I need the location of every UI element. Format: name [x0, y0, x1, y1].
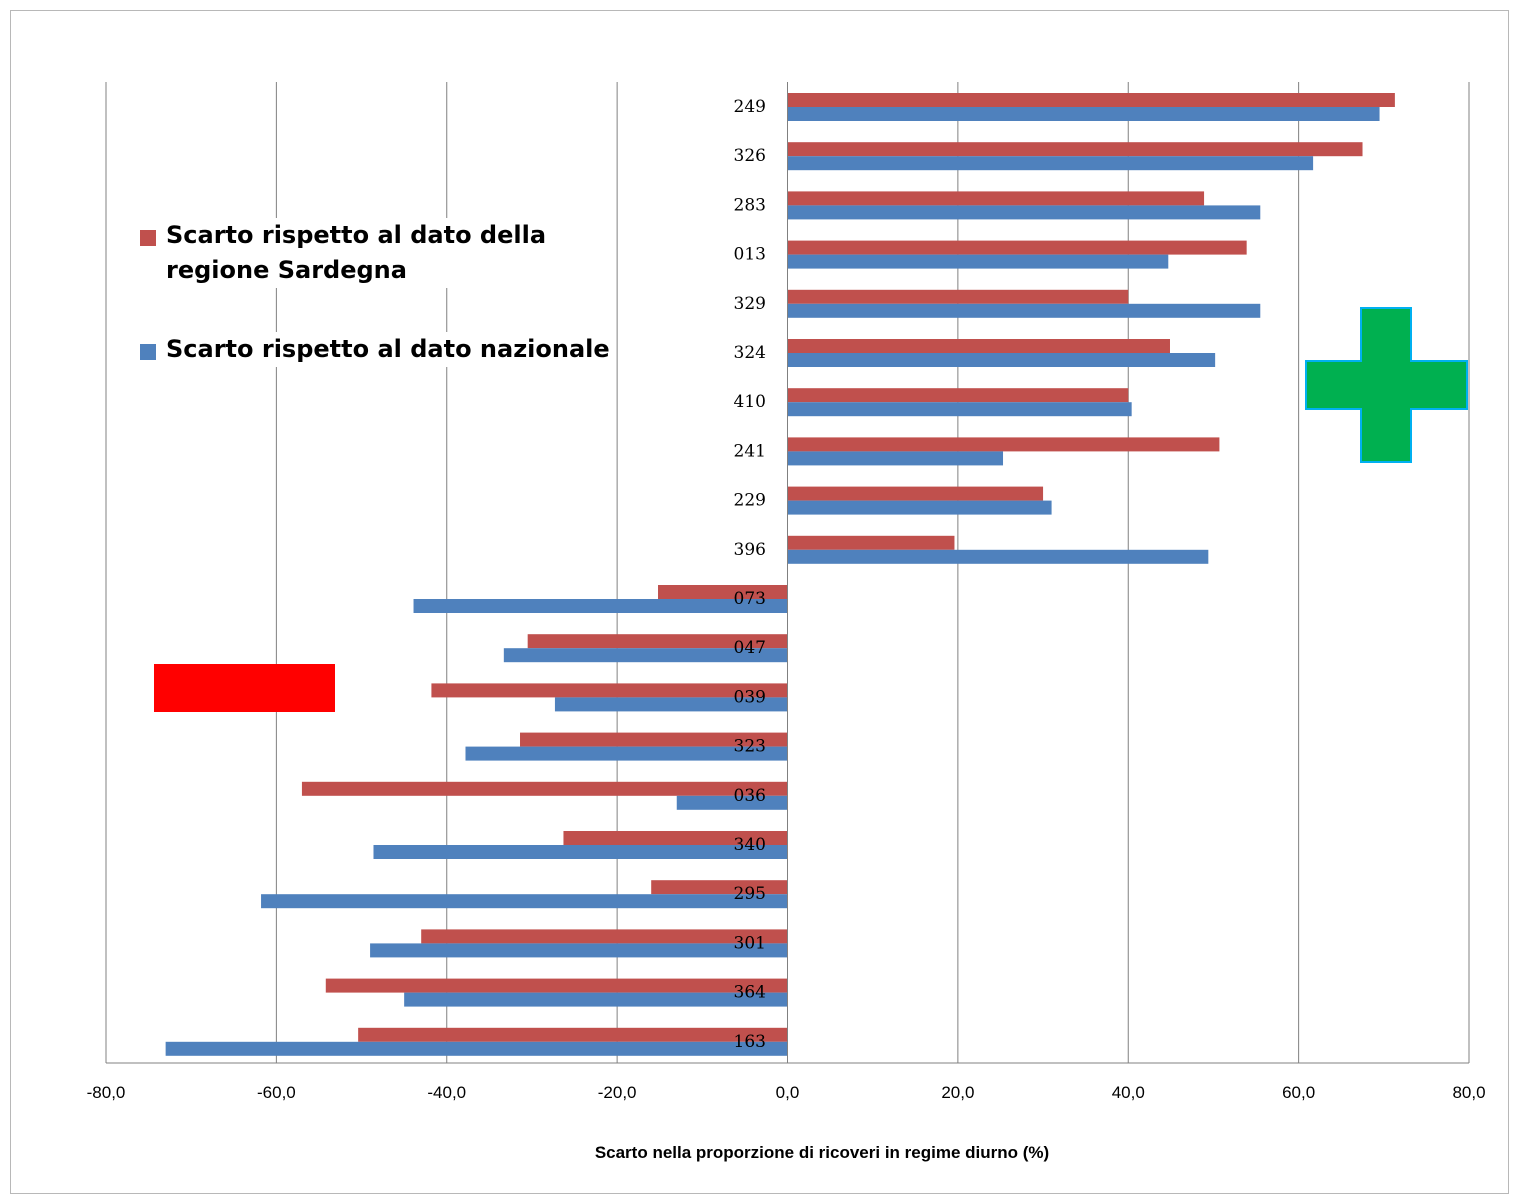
category-label: 323: [734, 737, 766, 757]
bar-regional-229: [787, 486, 1044, 501]
category-label: 229: [734, 491, 766, 511]
bar-regional-241: [787, 437, 1220, 452]
bar-national-323: [465, 746, 788, 761]
bar-regional-295: [651, 880, 788, 895]
category-label: 249: [734, 97, 766, 117]
legend-label-national: Scarto rispetto al dato nazionale: [166, 335, 610, 363]
tick-label: -80,0: [87, 1083, 126, 1102]
bar-national-241: [787, 451, 1004, 466]
bar-national-229: [787, 500, 1052, 515]
tick-label: 20,0: [941, 1083, 974, 1102]
bar-regional-326: [787, 142, 1363, 157]
bar-regional-163: [358, 1027, 788, 1042]
bar-regional-047: [527, 634, 788, 649]
legend-swatch-regional: [140, 230, 156, 246]
category-label: 073: [734, 589, 766, 609]
bar-regional-283: [787, 191, 1205, 206]
bar-national-396: [787, 549, 1209, 564]
category-label: 301: [734, 933, 766, 953]
minus-shape: [154, 664, 335, 712]
category-label: 241: [734, 441, 766, 461]
bar-regional-301: [421, 929, 788, 944]
legend: Scarto rispetto al dato della regione Sa…: [140, 218, 610, 411]
bar-regional-013: [787, 240, 1247, 255]
bar-regional-323: [520, 732, 788, 747]
tick-label: -20,0: [598, 1083, 637, 1102]
plus-shape: [1305, 307, 1468, 463]
category-labels: 249 326 283 013 329 324 410 241 229 396 073 047 039 3…: [734, 97, 766, 1052]
bar-regional-340: [563, 831, 788, 845]
tick-label: 60,0: [1282, 1083, 1315, 1102]
bar-national-249: [787, 107, 1380, 121]
category-label: 324: [734, 343, 766, 363]
bar-national-301: [370, 943, 788, 958]
bar-national-039: [554, 697, 788, 712]
bars: [165, 93, 1395, 1056]
tick-label: -60,0: [257, 1083, 296, 1102]
bar-national-295: [261, 894, 788, 909]
bar-national-163: [165, 1041, 788, 1056]
bar-regional-249: [787, 93, 1395, 107]
bar-national-410: [787, 402, 1132, 417]
category-label: 364: [734, 983, 766, 1003]
category-label: 013: [734, 245, 766, 265]
bar-regional-364: [325, 978, 788, 993]
category-label: 340: [734, 835, 766, 855]
bar-national-047: [503, 648, 788, 663]
legend-item-regional: Scarto rispetto al dato della regione Sa…: [140, 218, 610, 288]
bar-national-324: [787, 353, 1216, 367]
bar-national-073: [413, 599, 788, 613]
legend-swatch-national: [140, 344, 156, 360]
category-label: 283: [734, 195, 766, 215]
category-label: 326: [734, 146, 766, 166]
bar-regional-036: [301, 781, 788, 796]
bar-regional-410: [787, 388, 1129, 403]
bar-regional-396: [787, 535, 955, 550]
tick-label: 80,0: [1452, 1083, 1485, 1102]
bar-regional-329: [787, 289, 1129, 304]
axis: [106, 82, 1469, 1064]
x-axis-label: Scarto nella proporzione di ricoveri in …: [595, 1143, 1049, 1162]
category-label: 329: [734, 294, 766, 314]
category-label: 295: [734, 884, 766, 904]
tick-label: 40,0: [1112, 1083, 1145, 1102]
category-label: 039: [734, 687, 766, 707]
tick-label: 0,0: [776, 1083, 800, 1102]
bar-regional-324: [787, 339, 1170, 353]
plus-sign-icon: [1305, 307, 1468, 463]
bar-regional-039: [431, 683, 788, 698]
tick-labels: -80,0 -60,0 -40,0 -20,0 0,0 20,0 40,0 60,0 80,0: [87, 1083, 1486, 1102]
bar-national-340: [373, 845, 788, 859]
bar-national-364: [404, 992, 788, 1007]
bar-national-326: [787, 156, 1314, 171]
category-label: 410: [734, 392, 766, 412]
category-label: 163: [734, 1032, 766, 1052]
category-label: 047: [734, 638, 766, 658]
legend-item-national: Scarto rispetto al dato nazionale: [140, 332, 610, 367]
category-label: 396: [734, 540, 766, 560]
bar-regional-073: [658, 585, 788, 599]
bar-national-013: [787, 254, 1169, 269]
minus-sign-icon: [154, 664, 335, 712]
tick-label: -40,0: [427, 1083, 466, 1102]
bar-national-036: [676, 795, 788, 810]
category-label: 036: [734, 786, 766, 806]
bar-national-283: [787, 205, 1261, 220]
legend-label-regional: Scarto rispetto al dato della regione Sa…: [166, 221, 547, 284]
bar-national-329: [787, 303, 1261, 318]
